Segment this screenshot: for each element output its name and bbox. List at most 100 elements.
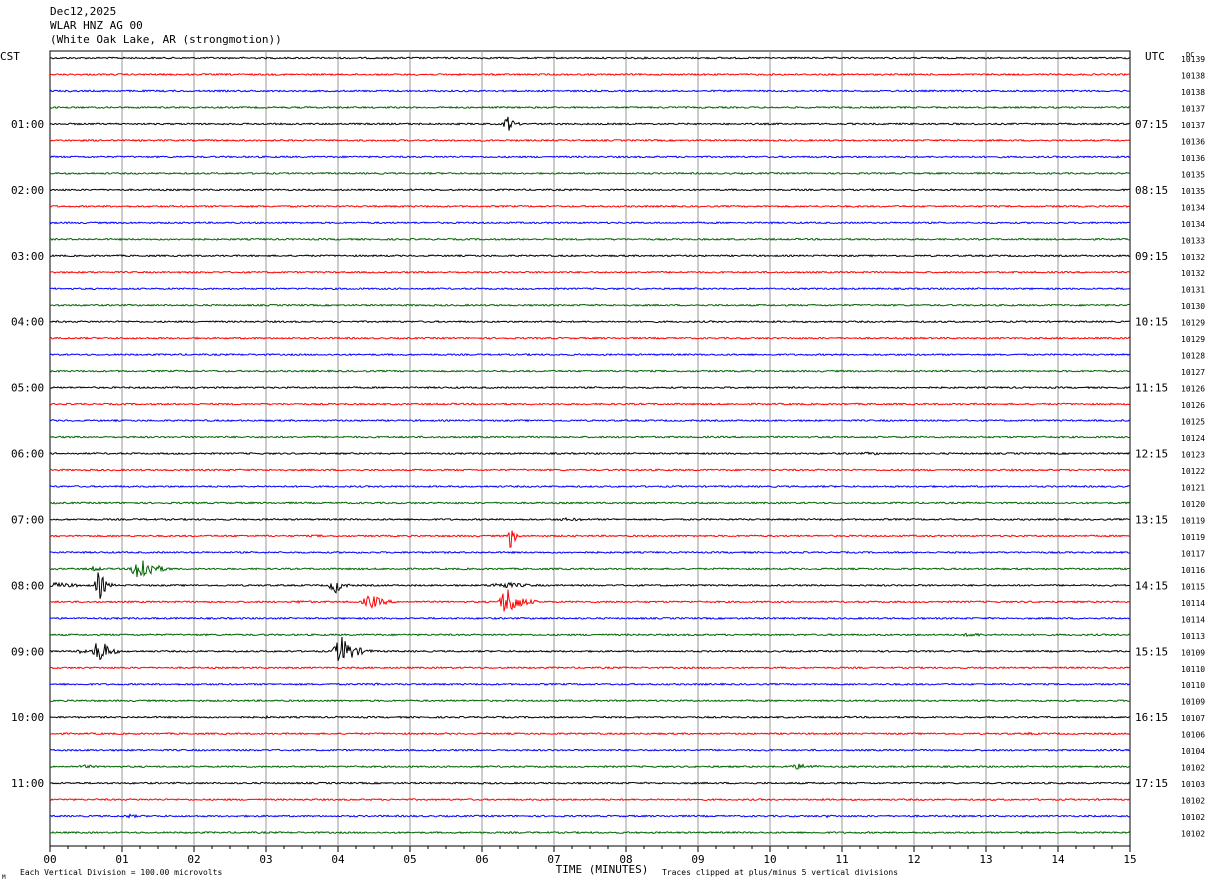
utc-axis-label: UTC [1145,50,1165,63]
dc-offset-label: 10135 [1181,187,1205,196]
seismic-trace-17 [49,319,1131,324]
cst-hour-label: 06:00 [11,448,44,461]
dc-offset-label: 10128 [1181,352,1205,361]
utc-hour-label: 14:15 [1135,579,1168,592]
seismic-trace-32 [49,560,1130,578]
utc-hour-label: 12:15 [1135,448,1168,461]
cst-hour-label: 01:00 [11,118,44,131]
seismic-trace-20 [49,369,1131,373]
seismic-trace-14 [49,270,1131,274]
x-tick-label: 15 [1123,853,1136,866]
dc-offset-label: 10102 [1181,764,1205,773]
dc-offset-label: 10133 [1181,236,1205,245]
x-tick-label: 12 [907,853,920,866]
utc-hour-label: 08:15 [1135,184,1168,197]
seismic-trace-44 [49,763,1131,770]
dc-offset-label: 10129 [1181,319,1205,328]
seismic-trace-34 [49,589,1131,612]
seismic-trace-25 [49,451,1131,456]
utc-hour-label: 17:15 [1135,777,1168,790]
seismic-trace-24 [49,435,1131,439]
dc-offset-label: 10113 [1181,632,1205,641]
dc-offset-label: 10130 [1181,302,1205,311]
seismic-trace-4 [49,105,1131,110]
dc-offset-label: 10115 [1181,582,1205,591]
dc-offset-label: 10135 [1181,170,1205,179]
dc-offset-label: 10109 [1181,698,1205,707]
cst-hour-label: 04:00 [11,316,44,329]
utc-hour-label: 15:15 [1135,645,1168,658]
dc-offset-label: 10138 [1181,88,1205,97]
seismic-trace-26 [49,468,1131,472]
x-tick-label: 09 [691,853,704,866]
dc-offset-label: 10121 [1181,483,1205,492]
dc-offset-label: 10129 [1181,335,1205,344]
seismic-trace-38 [49,666,1131,670]
dc-axis-label: DC [1186,51,1194,59]
dc-offset-label: 10125 [1181,418,1205,427]
dc-offset-label: 10102 [1181,813,1205,822]
x-tick-label: 05 [403,853,416,866]
seismic-trace-48 [49,830,1131,835]
seismic-trace-41 [49,715,1131,720]
seismic-trace-7 [49,155,1131,159]
seismic-trace-29 [50,517,1131,522]
seismic-trace-13 [50,254,1131,258]
cst-hour-label: 02:00 [11,184,44,197]
seismic-trace-47 [49,813,1131,819]
seismic-trace-23 [49,418,1131,423]
dc-offset-label: 10131 [1181,286,1205,295]
x-tick-label: 11 [835,853,848,866]
x-tick-label: 10 [763,853,776,866]
seismic-trace-28 [49,501,1131,505]
seismic-trace-39 [49,682,1131,686]
dc-offset-label: 10110 [1181,681,1205,690]
utc-hour-label: 13:15 [1135,513,1168,526]
seismic-trace-15 [49,287,1131,291]
seismic-trace-36 [49,632,1131,638]
x-tick-label: 01 [115,853,128,866]
cst-hour-label: 08:00 [11,579,44,592]
x-tick-label: 02 [187,853,200,866]
dc-offset-label: 10134 [1181,220,1205,229]
x-tick-label: 08 [619,853,632,866]
dc-offset-label: 10120 [1181,500,1205,509]
seismic-trace-31 [49,550,1131,555]
dc-offset-label: 10119 [1181,516,1205,525]
dc-offset-label: 10119 [1181,533,1205,542]
seismic-trace-9 [49,188,1130,192]
dc-offset-label: 10137 [1181,104,1205,113]
seismic-trace-18 [49,336,1131,340]
seismic-trace-3 [49,89,1130,93]
seismic-trace-8 [49,171,1131,176]
dc-offset-label: 10124 [1181,434,1205,443]
dc-offset-label: 10102 [1181,830,1205,839]
dc-offset-label: 10137 [1181,121,1205,130]
cst-hour-label: 05:00 [11,382,44,395]
dc-offset-label: 10127 [1181,368,1205,377]
dc-offset-label: 10123 [1181,451,1205,460]
x-tick-label: 06 [475,853,488,866]
utc-hour-label: 11:15 [1135,382,1168,395]
seismic-trace-10 [49,204,1131,209]
dc-offset-label: 10110 [1181,665,1205,674]
seismic-trace-2 [49,72,1131,77]
dc-offset-label: 10136 [1181,154,1205,163]
seismic-trace-42 [49,731,1131,736]
x-tick-label: 04 [331,853,345,866]
dc-offset-label: 10136 [1181,137,1205,146]
dc-offset-label: 10132 [1181,269,1205,278]
cst-axis-label: CST [0,50,20,63]
x-axis-title: TIME (MINUTES) [556,863,649,876]
seismic-trace-5 [49,116,1131,131]
x-tick-label: 00 [43,853,56,866]
dc-offset-label: 10104 [1181,747,1205,756]
seismic-trace-45 [49,781,1131,785]
seismic-trace-37 [49,636,1131,661]
clipping-note: Traces clipped at plus/minus 5 vertical … [662,868,898,877]
seismic-trace-11 [49,221,1131,225]
seismic-trace-12 [49,237,1131,241]
cst-hour-label: 03:00 [11,250,44,263]
dc-offset-label: 10116 [1181,566,1205,575]
